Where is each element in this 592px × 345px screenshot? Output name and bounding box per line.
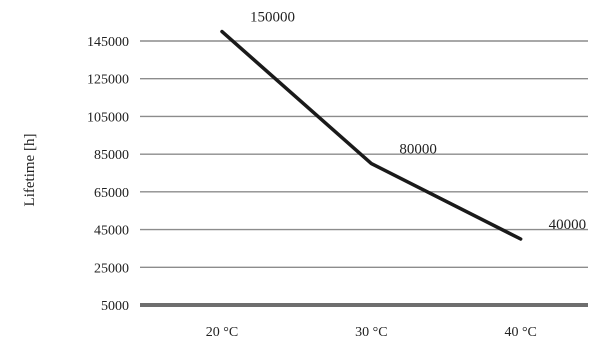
data-label: 150000 bbox=[250, 10, 295, 26]
data-label: 80000 bbox=[399, 142, 437, 158]
x-tick-label: 40 °C bbox=[504, 325, 536, 340]
gridlines bbox=[140, 40, 588, 307]
y-tick-labels: 5000 25000 45000 65000 85000 105000 125000 1450… bbox=[87, 35, 129, 314]
data-label: 40000 bbox=[549, 217, 587, 233]
series bbox=[220, 29, 523, 241]
x-tick-label: 30 °C bbox=[355, 325, 387, 340]
y-tick-label: 5000 bbox=[101, 299, 129, 314]
x-tick-labels: 20 °C 30 °C 40 °C bbox=[206, 325, 537, 340]
y-tick-label: 45000 bbox=[94, 224, 129, 239]
x-tick-label: 20 °C bbox=[206, 325, 238, 340]
y-tick-label: 25000 bbox=[94, 261, 129, 276]
series-line bbox=[220, 29, 523, 241]
y-tick-label: 105000 bbox=[87, 110, 129, 125]
y-tick-label: 125000 bbox=[87, 73, 129, 88]
y-tick-label: 85000 bbox=[94, 148, 129, 163]
y-axis-title: Lifetime [h] bbox=[22, 134, 38, 207]
data-labels: 150000 80000 40000 bbox=[250, 10, 586, 233]
y-tick-label: 65000 bbox=[94, 186, 129, 201]
y-tick-label: 145000 bbox=[87, 35, 129, 50]
